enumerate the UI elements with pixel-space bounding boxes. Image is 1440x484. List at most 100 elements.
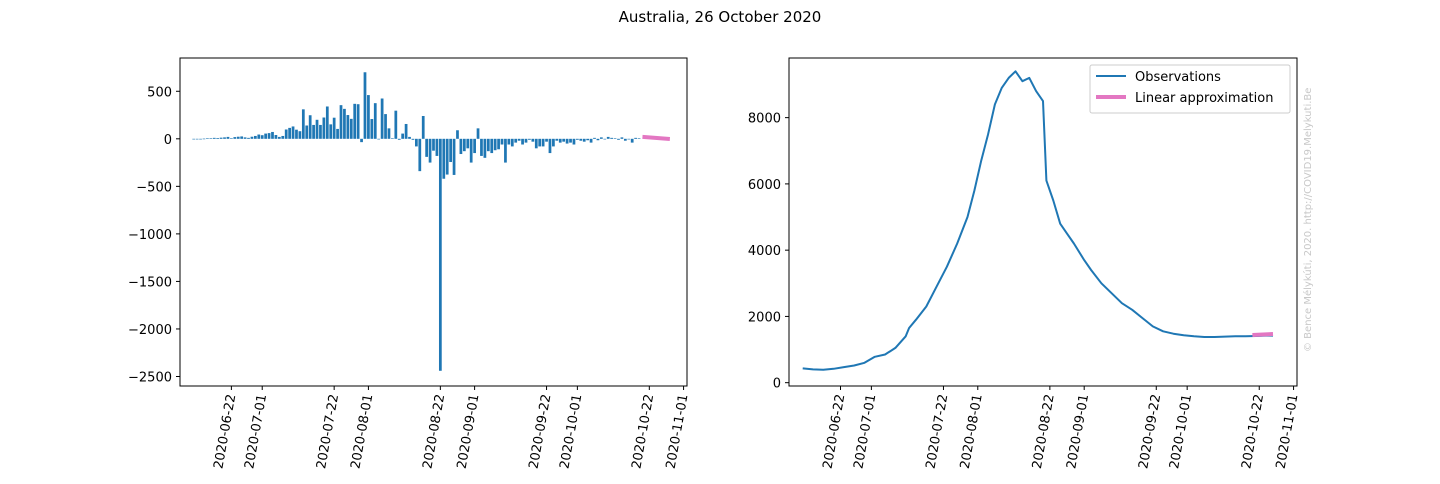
- bar: [312, 124, 315, 139]
- bar: [493, 138, 497, 151]
- bar: [418, 138, 422, 172]
- bar: [226, 136, 230, 139]
- y-tick-label: 6000: [748, 178, 781, 193]
- x-tick-label: 2020-10-01: [1167, 393, 1195, 470]
- bar: [572, 138, 576, 145]
- bar: [394, 110, 398, 139]
- bar: [593, 137, 596, 139]
- approximation-line: [1252, 332, 1274, 337]
- x-tick-label: 2020-07-22: [924, 393, 952, 470]
- bar: [322, 117, 326, 139]
- bar: [274, 135, 278, 139]
- bar: [291, 126, 295, 139]
- bar: [504, 138, 507, 163]
- bar: [247, 137, 250, 139]
- bar: [212, 137, 216, 139]
- bar: [555, 138, 559, 141]
- bar: [315, 119, 319, 139]
- bar: [267, 133, 271, 139]
- bar: [497, 138, 500, 150]
- x-tick-label: 2020-10-22: [629, 393, 657, 470]
- bar: [610, 137, 614, 139]
- bar: [586, 138, 590, 141]
- x-tick-label: 2020-08-01: [348, 393, 376, 470]
- bar: [387, 128, 391, 139]
- bar: [541, 138, 545, 147]
- bar: [548, 138, 552, 154]
- bar: [562, 138, 566, 142]
- bar: [264, 133, 268, 139]
- bar: [377, 138, 381, 140]
- bar: [435, 138, 439, 156]
- y-tick-label: 500: [147, 85, 172, 100]
- bar: [483, 138, 487, 158]
- bar: [445, 138, 449, 175]
- left-x-axis: 2020-06-22 2020-07-01 2020-07-22 2020-08-01…: [211, 386, 692, 470]
- y-tick-label: 0: [773, 377, 781, 392]
- bar: [637, 138, 641, 139]
- bar: [250, 136, 254, 139]
- y-tick-label: −1000: [128, 228, 172, 243]
- bar: [531, 138, 535, 142]
- bar: [589, 138, 593, 143]
- bar: [613, 138, 617, 139]
- x-tick-label: 2020-07-01: [242, 393, 270, 470]
- bar: [528, 138, 531, 140]
- approximation-line: [642, 134, 671, 141]
- x-tick-label: 2020-08-01: [958, 393, 986, 470]
- bar: [367, 95, 370, 139]
- x-tick-label: 2020-11-01: [1274, 393, 1302, 470]
- bar: [507, 138, 511, 145]
- x-tick-label: 2020-10-01: [557, 393, 585, 470]
- x-tick-label: 2020-11-01: [664, 393, 692, 470]
- bar: [476, 128, 480, 139]
- right-y-axis: 0 2000 4000 6000 8000: [748, 112, 789, 392]
- bar: [524, 138, 528, 143]
- bar: [281, 135, 285, 139]
- bar: [301, 109, 305, 139]
- bar: [360, 138, 363, 143]
- bar: [538, 138, 542, 147]
- left-bars: [192, 72, 641, 371]
- figure-title: Australia, 26 October 2020: [619, 8, 822, 26]
- bar: [260, 135, 264, 139]
- bar: [240, 136, 244, 139]
- bar: [257, 134, 261, 139]
- bar: [606, 136, 610, 139]
- bar: [298, 131, 302, 139]
- bar: [343, 108, 346, 139]
- bar: [442, 138, 446, 179]
- bar: [192, 138, 196, 140]
- bar: [230, 138, 233, 139]
- right-plot-frame: [788, 57, 1298, 387]
- bar: [623, 138, 627, 141]
- bar: [596, 138, 600, 141]
- bar: [349, 118, 353, 139]
- bar: [346, 115, 350, 139]
- bar: [325, 106, 329, 139]
- bar: [356, 104, 360, 139]
- bar: [576, 138, 579, 140]
- credit-text: © Bence Mélykúti, 2020. http://COVID19.M…: [1302, 88, 1314, 352]
- y-tick-label: 8000: [748, 112, 781, 127]
- y-tick-label: −1500: [128, 275, 172, 290]
- bar: [408, 136, 411, 139]
- x-tick-label: 2020-06-22: [821, 393, 849, 470]
- bar: [277, 136, 281, 139]
- bar: [456, 130, 459, 139]
- bar: [486, 138, 490, 152]
- bar: [206, 138, 209, 139]
- bar: [195, 138, 199, 140]
- bar: [332, 117, 336, 139]
- bar: [449, 138, 452, 163]
- bar: [271, 131, 274, 139]
- bar: [336, 128, 339, 139]
- bar: [469, 138, 473, 163]
- bar: [514, 138, 518, 143]
- bar: [438, 138, 442, 371]
- bar: [534, 138, 538, 149]
- bar: [569, 138, 572, 143]
- legend-box: [1089, 64, 1291, 114]
- bar: [219, 137, 223, 139]
- bar: [202, 138, 206, 140]
